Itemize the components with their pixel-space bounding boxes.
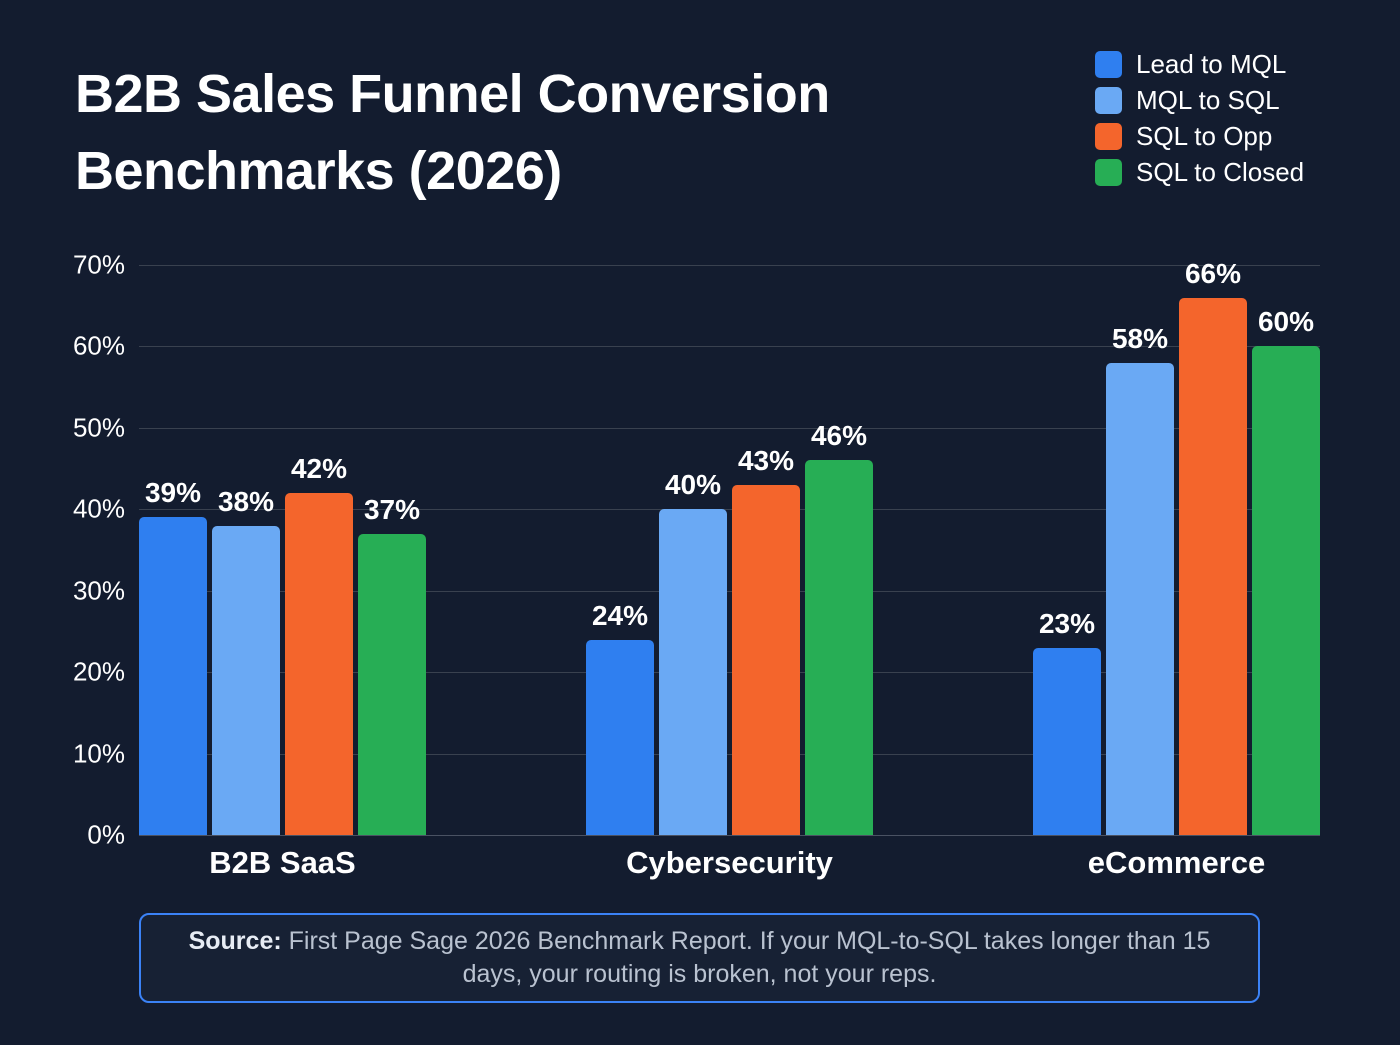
y-axis-tick-label: 10% bbox=[72, 738, 125, 769]
bars-layer: 39% 38% 42% 37% 24% 40% 43% 46% 23% 58% 66% 60% bbox=[139, 258, 1320, 835]
y-axis-tick-label: 60% bbox=[72, 330, 125, 361]
bar-value-label: 38% bbox=[217, 485, 275, 517]
source-body: First Page Sage 2026 Benchmark Report. I… bbox=[281, 926, 1211, 988]
y-axis: 0% 10% 20% 30% 40% 50% 60% 70% bbox=[0, 250, 125, 850]
bar-value-label: 23% bbox=[1038, 607, 1096, 639]
y-axis-tick-label: 40% bbox=[72, 493, 125, 524]
bar-rect bbox=[1106, 362, 1174, 835]
bar-value-label: 46% bbox=[810, 420, 868, 452]
bar-rect bbox=[285, 493, 353, 835]
category-label-b2b-saas: B2B SaaS bbox=[209, 845, 356, 880]
legend-item-1[interactable]: MQL to SQL bbox=[1095, 86, 1304, 114]
bar-cybersecurity-lead-to-mql[interactable]: 24% bbox=[586, 600, 654, 835]
category-label-ecommerce: eCommerce bbox=[1087, 845, 1266, 880]
bar-rect bbox=[659, 509, 727, 835]
bar-ecommerce-sql-to-closed[interactable]: 60% bbox=[1252, 306, 1320, 835]
bar-cybersecurity-sql-to-opp[interactable]: 43% bbox=[732, 445, 800, 835]
bar-value-label: 42% bbox=[290, 453, 348, 484]
bar-cybersecurity-mql-to-sql[interactable]: 40% bbox=[659, 469, 727, 835]
bar-rect bbox=[586, 639, 654, 835]
x-axis-category-labels: B2B SaaS Cybersecurity eCommerce bbox=[139, 845, 1320, 891]
bar-value-label: 60% bbox=[1257, 306, 1315, 338]
bar-group-cybersecurity: 24% 40% 43% 46% bbox=[586, 265, 873, 835]
gridline-60% bbox=[139, 346, 1320, 348]
bar-value-label: 66% bbox=[1184, 257, 1242, 289]
bar-rect bbox=[139, 517, 207, 835]
gridline-20% bbox=[139, 672, 1320, 674]
bar-ecommerce-sql-to-opp[interactable]: 66% bbox=[1179, 258, 1247, 835]
bar-ecommerce-lead-to-mql[interactable]: 23% bbox=[1033, 608, 1101, 835]
legend-label: SQL to Closed bbox=[1136, 157, 1305, 187]
bar-value-label: 39% bbox=[144, 477, 202, 509]
bar-b2b-saas-sql-to-opp[interactable]: 42% bbox=[285, 453, 353, 835]
legend-label: MQL to SQL bbox=[1136, 85, 1280, 115]
bar-rect bbox=[1179, 297, 1247, 835]
y-axis-tick-label: 70% bbox=[72, 249, 125, 280]
legend-item-2[interactable]: SQL to Opp bbox=[1095, 122, 1304, 150]
bar-b2b-saas-sql-to-closed[interactable]: 37% bbox=[358, 494, 426, 835]
bar-rect bbox=[1252, 346, 1320, 835]
category-label-cybersecurity: Cybersecurity bbox=[626, 845, 833, 880]
bar-value-label: 37% bbox=[363, 493, 421, 525]
bar-rect bbox=[805, 460, 873, 835]
bar-value-label: 24% bbox=[591, 599, 649, 631]
bar-value-label: 58% bbox=[1111, 322, 1169, 354]
legend-swatch-icon bbox=[1095, 50, 1122, 78]
source-label: Source: bbox=[188, 926, 282, 955]
bar-group-ecommerce: 23% 58% 66% 60% bbox=[1033, 258, 1320, 835]
legend-label: SQL to Opp bbox=[1136, 121, 1273, 151]
y-axis-tick-label: 20% bbox=[72, 656, 125, 687]
y-axis-tick-label: 30% bbox=[72, 575, 125, 606]
bar-group-b2b-saas: 39% 38% 42% 37% bbox=[139, 265, 426, 835]
bar-rect bbox=[358, 533, 426, 835]
legend-swatch-icon bbox=[1095, 86, 1122, 114]
y-axis-tick-label: 0% bbox=[87, 819, 125, 850]
bar-b2b-saas-lead-to-mql[interactable]: 39% bbox=[139, 477, 207, 835]
plot-gridlines bbox=[139, 265, 1320, 836]
gridline-10% bbox=[139, 753, 1320, 755]
bar-value-label: 40% bbox=[664, 469, 722, 501]
y-axis-tick-label: 50% bbox=[72, 412, 125, 443]
legend-item-3[interactable]: SQL to Closed bbox=[1095, 158, 1304, 186]
bar-rect bbox=[1033, 647, 1101, 835]
legend-label: Lead to MQL bbox=[1136, 49, 1287, 79]
chart-legend: Lead to MQL MQL to SQL SQL to Opp SQL to Cl… bbox=[1095, 50, 1304, 186]
bar-ecommerce-mql-to-sql[interactable]: 58% bbox=[1106, 323, 1174, 835]
gridline-0% bbox=[139, 835, 1320, 836]
bar-rect bbox=[732, 484, 800, 835]
legend-swatch-icon bbox=[1095, 122, 1122, 150]
gridline-50% bbox=[139, 427, 1320, 429]
source-note-text: Source: First Page Sage 2026 Benchmark R… bbox=[167, 925, 1232, 992]
bar-value-label: 43% bbox=[737, 444, 795, 476]
legend-swatch-icon bbox=[1095, 158, 1122, 186]
source-note-box: Source: First Page Sage 2026 Benchmark R… bbox=[139, 913, 1260, 1003]
bar-rect bbox=[212, 525, 280, 835]
legend-item-0[interactable]: Lead to MQL bbox=[1095, 50, 1304, 78]
bar-cybersecurity-sql-to-closed[interactable]: 46% bbox=[805, 420, 873, 835]
gridline-70% bbox=[139, 265, 1320, 266]
gridline-30% bbox=[139, 590, 1320, 592]
gridline-40% bbox=[139, 509, 1320, 511]
page-title: B2B Sales Funnel Conversion Benchmarks (… bbox=[75, 64, 830, 201]
bar-b2b-saas-mql-to-sql[interactable]: 38% bbox=[212, 486, 280, 835]
